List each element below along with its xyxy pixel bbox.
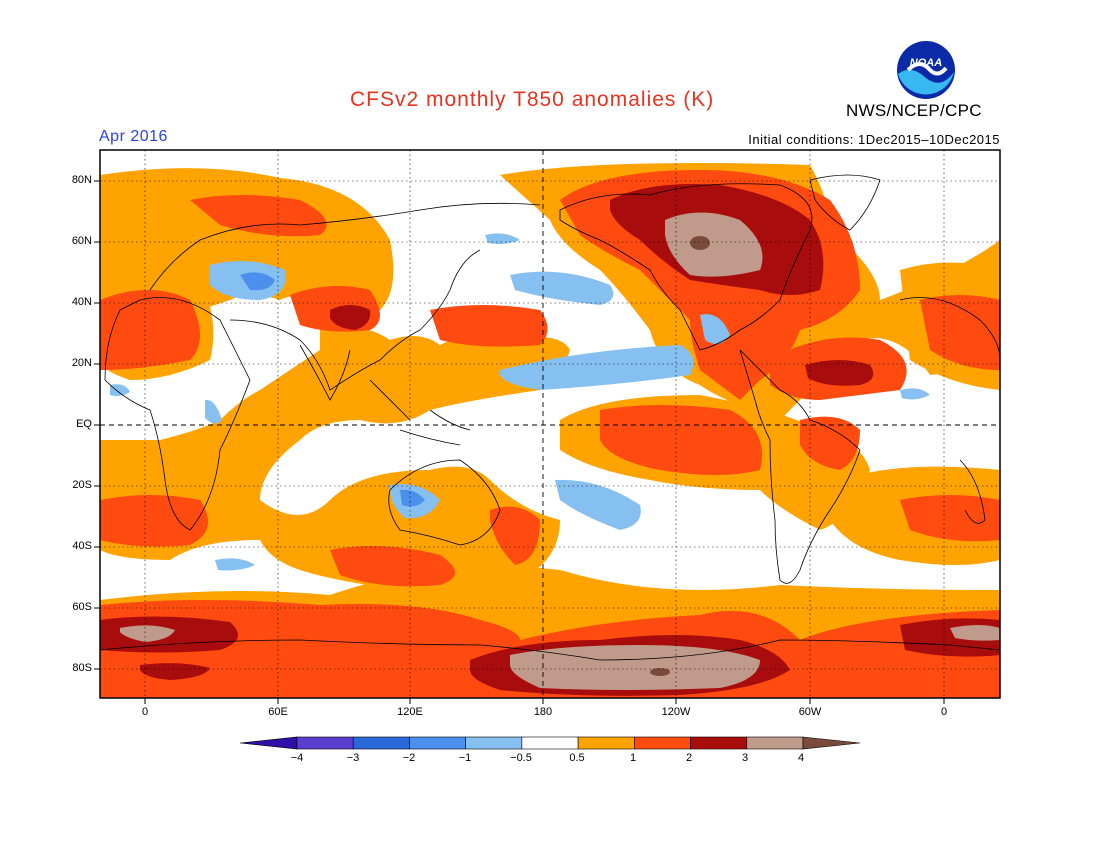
lon-label-60e: 60E [268, 706, 288, 718]
lon-label-120e: 120E [397, 706, 423, 718]
anomaly-brown-regions [120, 212, 1000, 690]
svg-text:NOAA: NOAA [910, 57, 942, 69]
colorbar-high-arrow [802, 736, 861, 750]
lon-label-180: 180 [533, 706, 553, 718]
lat-label-20s: 20S [72, 479, 92, 491]
colorbar-swatch [352, 736, 410, 750]
lon-label-0: 0 [141, 706, 149, 718]
colorbar-label: 4 [797, 752, 805, 764]
colorbar-swatch [521, 736, 579, 750]
colorbar-swatch [634, 736, 691, 750]
anomaly-midblue-regions [240, 272, 425, 507]
colorbar-label: −2 [402, 752, 416, 764]
colorbar-label: −1 [458, 752, 472, 764]
lat-label-80s: 80S [72, 662, 92, 674]
colorbar-swatch [690, 736, 748, 750]
colorbar [239, 736, 861, 750]
lat-lon-grid [100, 150, 1000, 698]
lon-label-0-right: 0 [940, 706, 948, 718]
org-label: NWS/NCEP/CPC [846, 101, 982, 120]
lon-label-120w: 120W [661, 706, 691, 718]
forecast-period: Apr 2016 [99, 128, 168, 145]
colorbar-swatch [746, 736, 804, 750]
initial-conditions: Initial conditions: 1Dec2015–10Dec2015 [748, 132, 1000, 147]
map-frame [99, 149, 1001, 699]
lat-label-20n: 20N [71, 357, 92, 369]
anomaly-blue-regions [110, 233, 930, 571]
noaa-logo: NOAA [897, 41, 955, 99]
lon-label-60w: 60W [798, 706, 822, 718]
colorbar-label: −3 [346, 752, 360, 764]
lat-label-60n: 60N [71, 235, 92, 247]
title-text: CFSv2 monthly T850 anomalies (K) [350, 88, 715, 111]
colorbar-label: 1 [629, 752, 637, 764]
colorbar-low-arrow [239, 736, 298, 750]
lat-label-80n: 80N [71, 174, 92, 186]
lat-label-eq: EQ [76, 418, 92, 430]
lat-label-40n: 40N [71, 296, 92, 308]
colorbar-swatch [409, 736, 466, 750]
coastlines [100, 174, 1000, 661]
colorbar-swatch [465, 736, 523, 750]
colorbar-label: 3 [741, 752, 749, 764]
colorbar-label: −4 [290, 752, 304, 764]
lat-label-40s: 40S [72, 540, 92, 552]
anomaly-max-regions [650, 236, 710, 676]
colorbar-swatch [577, 736, 635, 750]
lat-label-60s: 60S [72, 601, 92, 613]
colorbar-label: 0.5 [569, 752, 585, 764]
axis-ticks [94, 180, 945, 704]
colorbar-swatch [296, 736, 354, 750]
colorbar-label: 2 [685, 752, 693, 764]
colorbar-label: −0.5 [510, 752, 532, 764]
